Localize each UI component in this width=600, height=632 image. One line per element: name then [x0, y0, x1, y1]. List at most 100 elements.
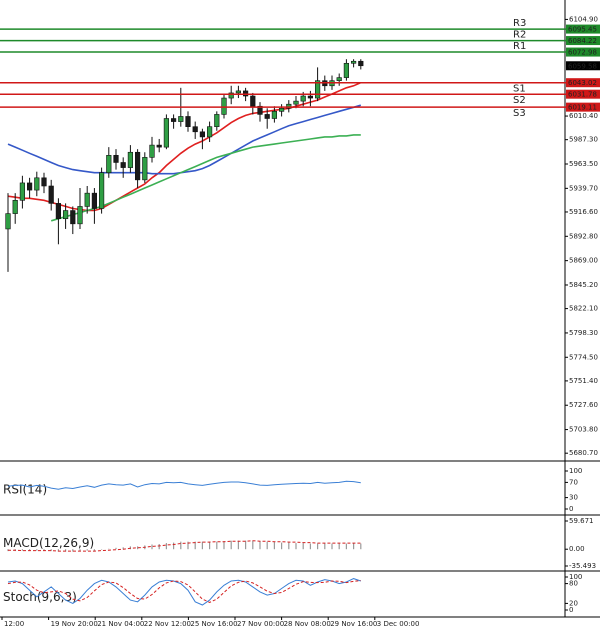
signal-line [8, 540, 361, 552]
candle-body [99, 172, 105, 209]
candle-body [343, 62, 350, 78]
candle-body [149, 144, 155, 158]
macd-bar [273, 542, 275, 550]
candle-body [171, 118, 177, 122]
macd-bar [36, 549, 38, 551]
candle-body [307, 95, 314, 99]
macd-bar [324, 543, 326, 550]
x-tick-label: 29 Nov 16:00 [330, 620, 377, 628]
candle-body [62, 210, 69, 220]
pivot-label-box [566, 24, 600, 34]
macd-bar [115, 547, 117, 550]
macd-bar [216, 541, 218, 550]
candle-body [278, 107, 285, 112]
candle-body [271, 111, 278, 119]
indicator-line [7, 480, 361, 490]
y-tick-label: 0 [569, 505, 573, 513]
candle-body [250, 95, 256, 107]
y-tick-label: 5963.50 [569, 160, 598, 168]
candle-body [264, 114, 270, 119]
pivot-label-box [566, 47, 600, 57]
y-tick-label: 80 [569, 580, 578, 588]
candle-body [178, 116, 184, 122]
candle-body [135, 151, 141, 181]
y-tick-label: 5845.20 [569, 281, 598, 289]
indicator-line [7, 580, 361, 603]
candle-body [41, 177, 47, 187]
y-tick-label: 70 [569, 478, 578, 486]
macd-bar [29, 549, 31, 551]
pivot-label-box [566, 89, 600, 99]
macd-bar [122, 547, 124, 550]
ma-line [7, 104, 362, 175]
candle-body [48, 185, 54, 204]
candle-body [228, 92, 234, 99]
macd-bar [295, 543, 297, 550]
candle-body [26, 182, 33, 191]
macd-bar [259, 541, 261, 550]
y-tick-label: 0.00 [569, 545, 585, 553]
candle-body [185, 116, 191, 127]
x-tick-label: 3 Dec 00:00 [377, 620, 420, 628]
x-tick-label: 19 Nov 20:00 [51, 620, 98, 628]
macd-bar [223, 541, 225, 550]
pivot-label-box [566, 36, 600, 46]
y-tick-label: 5987.30 [569, 136, 598, 144]
candle-body [91, 192, 97, 209]
pivot-value: 6084.22 [568, 37, 597, 45]
candle-body [199, 131, 206, 138]
x-tick-label: 22 Nov 12:00 [144, 620, 191, 628]
y-tick-label: 100 [569, 573, 582, 581]
macd-bar [317, 543, 319, 550]
candle-body [19, 182, 26, 201]
candle-body [350, 60, 357, 64]
y-tick-label: 5939.70 [569, 184, 598, 192]
macd-bar [345, 543, 347, 550]
macd-bar [57, 549, 59, 552]
macd-bar [281, 542, 283, 550]
macd-bar [151, 544, 153, 550]
macd-bar [309, 543, 311, 550]
last-price-label: 6059.58 [568, 62, 597, 70]
y-tick-label: 5774.50 [569, 353, 598, 361]
macd-bar [158, 544, 160, 550]
macd-bar [245, 540, 247, 550]
candle-body [163, 118, 170, 148]
pivot-value: 6019.11 [568, 104, 597, 112]
x-tick-label: 12:00 [4, 620, 24, 628]
candle-body [257, 105, 263, 115]
pivot-name: S1 [513, 84, 526, 95]
x-tick-label: 27 Nov 00:00 [237, 620, 284, 628]
candle-body [286, 103, 292, 109]
pivot-name: S3 [513, 108, 526, 119]
x-tick-label: 28 Nov 08:00 [284, 620, 331, 628]
macd-bar [50, 549, 52, 552]
macd-bar [72, 549, 74, 552]
ma-line [7, 81, 362, 212]
y-tick-label: 5916.60 [569, 208, 598, 216]
macd-bar [302, 543, 304, 550]
pivot-name: R3 [513, 18, 526, 29]
candle-body [127, 151, 134, 168]
candle-body [120, 162, 126, 168]
macd-bar [65, 549, 67, 552]
y-tick-label: 5751.40 [569, 377, 598, 385]
macd-bar [194, 541, 196, 550]
candle-body [358, 60, 364, 67]
candle-body [156, 144, 162, 148]
macd-bar [237, 540, 239, 550]
y-tick-label: 20 [569, 599, 578, 607]
indicator-line [7, 578, 361, 606]
candle-body [293, 100, 299, 105]
y-tick-label: 5680.70 [569, 449, 598, 457]
y-tick-label: -35.493 [569, 562, 596, 570]
macd-bar [230, 540, 232, 550]
pivot-name: R2 [513, 30, 526, 41]
y-tick-label: 6104.90 [569, 15, 598, 23]
pivot-value: 6031.78 [568, 91, 597, 99]
y-tick-label: 5892.80 [569, 232, 598, 240]
candle-body [336, 77, 342, 81]
macd-bar [360, 543, 362, 550]
macd-bar [187, 541, 189, 550]
